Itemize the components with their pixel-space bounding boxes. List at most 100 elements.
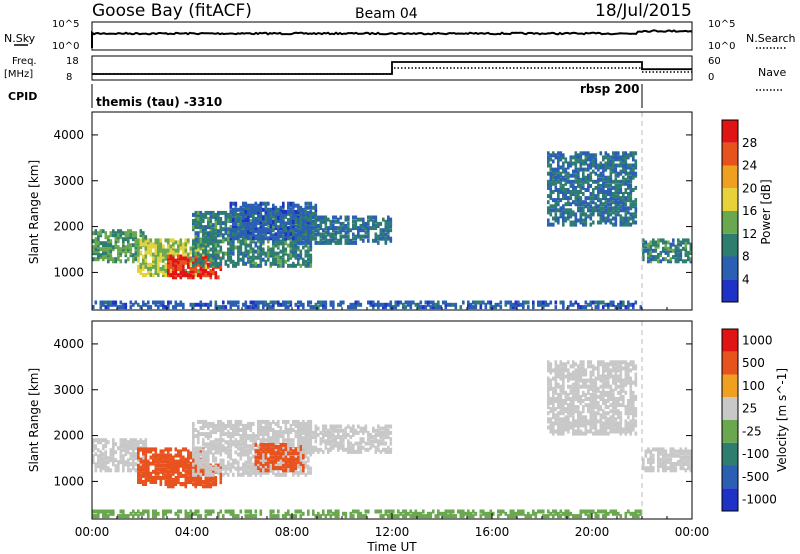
echo-cell — [237, 440, 240, 445]
echo-cell — [194, 480, 198, 485]
echo-cell — [362, 217, 365, 222]
echo-cell — [167, 273, 170, 278]
echo-cell — [157, 461, 160, 466]
echo-cell — [652, 240, 655, 245]
echo-cell — [367, 300, 370, 305]
echo-cell — [232, 300, 235, 305]
echo-cell — [299, 255, 303, 260]
echo-cell — [337, 302, 340, 307]
echo-cell — [169, 260, 173, 265]
echo-cell — [329, 433, 333, 437]
echo-cell — [362, 437, 365, 442]
echo-cell — [227, 442, 230, 447]
echo-cell — [334, 439, 338, 444]
echo-cell — [567, 171, 570, 176]
echo-cell — [474, 305, 478, 310]
echo-cell — [179, 242, 183, 247]
echo-cell — [219, 210, 223, 215]
echo-cell — [137, 447, 140, 452]
echo-cell — [287, 300, 290, 305]
echo-cell — [299, 217, 303, 222]
echo-cell — [327, 439, 330, 444]
echo-cell — [689, 250, 693, 255]
echo-cell — [369, 433, 373, 437]
echo-cell — [94, 462, 98, 467]
echo-cell — [269, 305, 273, 310]
echo-cell — [247, 436, 250, 441]
echo-cell — [612, 210, 615, 215]
echo-cell — [209, 214, 213, 219]
echo-cell — [547, 405, 550, 410]
echo-cell — [634, 220, 638, 225]
echo-cell — [282, 460, 285, 465]
echo-cell — [292, 451, 295, 456]
echo-cell — [237, 305, 240, 310]
echo-cell — [204, 460, 208, 465]
echo-cell — [657, 240, 660, 245]
echo-cell — [199, 275, 203, 280]
echo-cell — [299, 433, 303, 437]
echo-cell — [222, 251, 225, 256]
echo-cell — [157, 457, 160, 462]
echo-cell — [297, 224, 300, 228]
echo-cell — [147, 300, 150, 305]
echo-cell — [179, 471, 183, 476]
echo-cell — [172, 258, 175, 263]
echo-cell — [209, 446, 213, 451]
echo-cell — [332, 437, 335, 442]
echo-cell — [107, 466, 110, 471]
echo-cell — [264, 232, 268, 237]
echo-cell — [127, 239, 130, 244]
echo-cell — [117, 251, 120, 256]
echo-cell — [617, 206, 620, 211]
echo-cell — [124, 245, 128, 250]
echo-cell — [344, 433, 348, 437]
echo-cell — [219, 471, 223, 476]
echo-cell — [554, 171, 558, 176]
echo-cell — [242, 436, 245, 441]
echo-cell — [557, 194, 560, 199]
echo-cell — [589, 300, 593, 305]
echo-cell — [634, 159, 638, 164]
echo-cell — [144, 244, 148, 249]
echo-cell — [329, 439, 333, 444]
echo-cell — [599, 177, 603, 182]
echo-cell — [159, 463, 163, 468]
echo-cell — [182, 264, 185, 269]
echo-cell — [614, 151, 618, 156]
echo-cell — [307, 240, 310, 245]
echo-cell — [554, 370, 558, 375]
echo-cell — [184, 273, 188, 278]
echo-cell — [232, 423, 235, 428]
echo-cell — [349, 428, 353, 433]
echo-cell — [164, 262, 168, 267]
echo-cell — [234, 442, 238, 447]
echo-cell — [104, 468, 108, 473]
echo-cell — [389, 300, 393, 305]
echo-cell — [334, 441, 338, 446]
echo-cell — [177, 463, 180, 468]
echo-cell — [622, 175, 625, 180]
echo-cell — [162, 459, 165, 464]
echo-cell — [559, 417, 563, 422]
echo-cell — [572, 302, 575, 307]
echo-cell — [687, 240, 690, 245]
echo-cell — [389, 302, 393, 307]
echo-cell — [244, 452, 248, 457]
echo-cell — [597, 208, 600, 213]
echo-cell — [197, 244, 200, 249]
echo-cell — [104, 442, 108, 447]
echo-cell — [229, 234, 233, 239]
echo-cell — [559, 212, 563, 217]
echo-cell — [172, 305, 175, 310]
echo-cell — [589, 192, 593, 196]
echo-cell — [569, 190, 573, 194]
echo-cell — [407, 302, 410, 307]
echo-cell — [262, 452, 265, 457]
echo-cell — [279, 466, 283, 471]
echo-cell — [582, 206, 585, 211]
echo-cell — [297, 441, 300, 446]
echo-cell — [299, 454, 303, 459]
echo-cell — [604, 204, 608, 209]
echo-cell — [182, 256, 185, 261]
